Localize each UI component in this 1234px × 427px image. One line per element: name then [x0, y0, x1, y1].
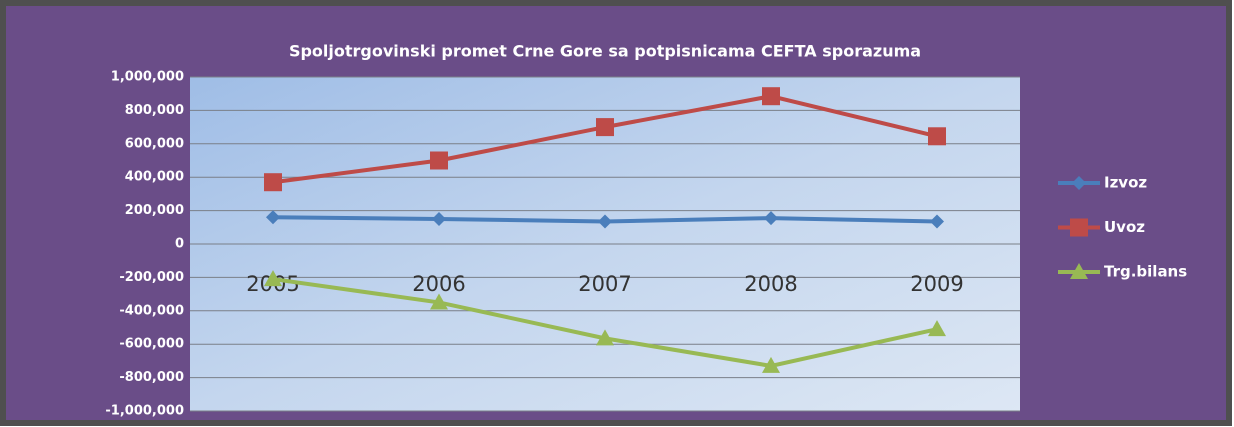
data-point: [930, 214, 944, 229]
legend-marker: [1070, 218, 1088, 237]
x-tick-label: 2007: [578, 272, 631, 296]
data-point: [432, 211, 446, 226]
y-tick-label: -1,000,000: [105, 404, 184, 419]
y-tick-label: 600,000: [125, 136, 184, 151]
data-point: [266, 210, 280, 225]
legend-marker: [1072, 176, 1086, 190]
data-point: [598, 214, 612, 229]
y-tick-label: 800,000: [125, 103, 184, 118]
y-tick-label: 1,000,000: [111, 70, 184, 85]
legend-label: Uvoz: [1104, 218, 1145, 236]
data-point: [264, 173, 282, 192]
data-point: [928, 320, 946, 337]
data-point: [928, 127, 946, 146]
y-tick-label: 200,000: [125, 203, 184, 218]
x-tick-label: 2008: [744, 272, 797, 296]
y-tick-label: -800,000: [119, 370, 184, 385]
legend-label: Trg.bilans: [1104, 263, 1187, 281]
data-point: [264, 270, 282, 287]
x-tick-label: 2006: [412, 272, 465, 296]
data-point: [596, 118, 614, 137]
y-tick-label: -200,000: [119, 270, 184, 285]
legend-marker: [1070, 263, 1088, 279]
legend-label: Izvoz: [1104, 174, 1147, 192]
y-tick-label: -400,000: [119, 303, 184, 318]
data-point: [762, 87, 780, 106]
data-point: [430, 293, 448, 310]
data-point: [762, 356, 780, 373]
y-tick-label: -600,000: [119, 337, 184, 352]
chart-title: Spoljotrgovinski promet Crne Gore sa pot…: [289, 42, 921, 61]
y-tick-label: 400,000: [125, 170, 184, 185]
data-point: [764, 211, 778, 226]
data-point: [430, 151, 448, 170]
x-tick-label: 2009: [910, 272, 963, 296]
data-point: [596, 329, 614, 346]
y-tick-label: 0: [175, 237, 184, 252]
